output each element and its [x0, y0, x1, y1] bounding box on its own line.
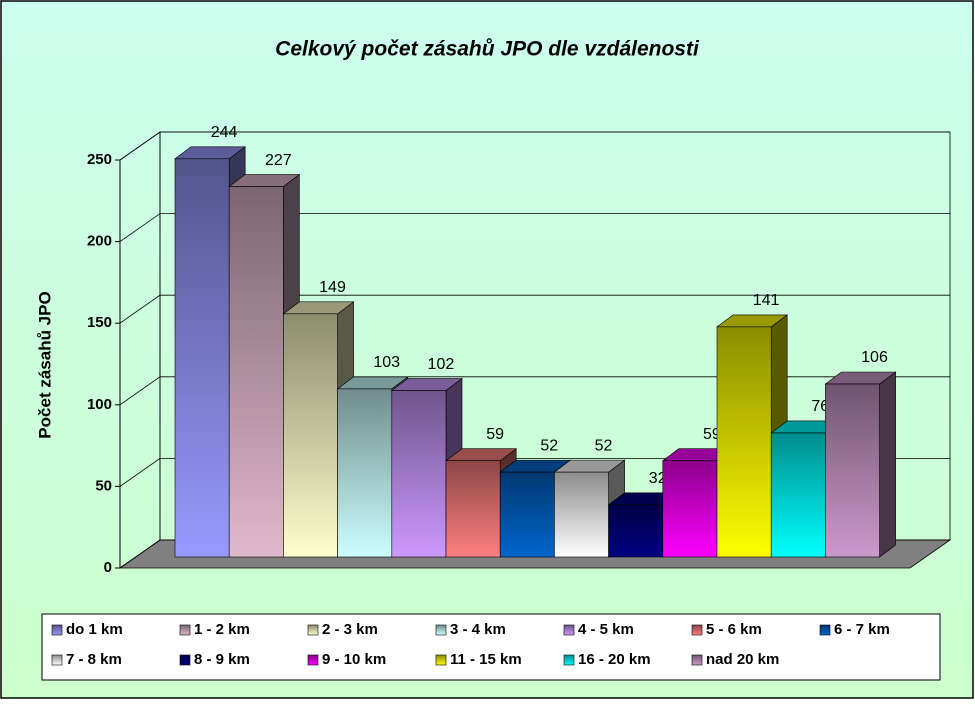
- y-axis-label: Počet zásahů JPO: [35, 291, 54, 438]
- data-label: 52: [540, 437, 558, 454]
- y-tick-label: 150: [87, 314, 112, 331]
- legend-label: 9 - 10 km: [322, 651, 386, 668]
- y-tick-label: 250: [87, 151, 112, 168]
- bar-front: [825, 383, 880, 558]
- legend-item: nad 20 km: [691, 651, 779, 668]
- data-label: 102: [428, 356, 455, 373]
- legend-label: 6 - 7 km: [834, 621, 890, 638]
- legend-item: 7 - 8 km: [51, 651, 122, 668]
- data-label: 244: [211, 124, 238, 141]
- legend-label: do 1 km: [66, 621, 123, 638]
- data-label: 149: [319, 279, 346, 296]
- data-label: 227: [265, 152, 292, 169]
- legend-swatch: [51, 624, 63, 636]
- data-label: 76: [811, 398, 829, 415]
- data-label: 106: [861, 349, 888, 366]
- bar-front: [770, 432, 826, 558]
- legend-label: 16 - 20 km: [578, 651, 651, 668]
- legend-label: 11 - 15 km: [450, 651, 522, 668]
- legend-swatch: [179, 624, 191, 636]
- legend-label: 1 - 2 km: [194, 621, 250, 638]
- data-label: 32: [649, 470, 667, 487]
- data-label: 52: [595, 437, 613, 454]
- grid-line: [119, 213, 950, 242]
- data-label: 59: [486, 426, 504, 443]
- legend-item: do 1 km: [51, 621, 123, 638]
- legend-swatch: [51, 654, 63, 666]
- legend-swatch: [563, 624, 575, 636]
- legend-label: 3 - 4 km: [450, 621, 506, 638]
- bar-front: [445, 460, 501, 558]
- data-label: 103: [373, 354, 400, 371]
- bar-front: [391, 390, 447, 558]
- legend-item: 1 - 2 km: [179, 621, 250, 638]
- bar-front: [554, 471, 609, 558]
- bar-front: [662, 460, 718, 558]
- bar-front: [499, 471, 555, 558]
- legend-swatch: [691, 654, 703, 666]
- legend-label: nad 20 km: [706, 651, 779, 668]
- chart-title: Celkový počet zásahů JPO dle vzdálenosti: [275, 38, 700, 61]
- legend-item: 6 - 7 km: [819, 621, 890, 638]
- legend-swatch: [307, 654, 319, 666]
- legend-item: 9 - 10 km: [307, 651, 386, 668]
- bar-side: [879, 371, 896, 558]
- legend-label: 4 - 5 km: [578, 621, 634, 638]
- bar: [824, 371, 897, 558]
- legend-label: 2 - 3 km: [322, 621, 378, 638]
- legend-item: 5 - 6 km: [691, 621, 762, 638]
- legend-item: 3 - 4 km: [435, 621, 506, 638]
- grid-line: [119, 131, 950, 161]
- legend-label: 8 - 9 km: [194, 651, 250, 668]
- legend-label: 5 - 6 km: [706, 621, 762, 638]
- data-label: 59: [703, 426, 721, 443]
- legend-swatch: [819, 624, 831, 636]
- bar-front: [283, 313, 338, 558]
- legend-swatch: [307, 624, 319, 636]
- legend-swatch: [563, 654, 575, 666]
- y-tick-label: 50: [95, 477, 112, 494]
- legend: [41, 613, 941, 681]
- data-label: 141: [753, 292, 780, 309]
- legend-item: 11 - 15 km: [435, 651, 522, 668]
- legend-item: 8 - 9 km: [179, 651, 250, 668]
- bar-front: [608, 504, 664, 558]
- bar-front: [174, 158, 230, 558]
- grid-line: [119, 294, 950, 324]
- bar: [228, 173, 301, 558]
- legend-swatch: [179, 654, 191, 666]
- legend-item: 4 - 5 km: [563, 621, 634, 638]
- y-tick-label: 100: [87, 396, 112, 413]
- bar-front: [228, 186, 284, 558]
- bar-front: [716, 326, 772, 558]
- y-tick-label: 0: [104, 559, 112, 576]
- y-tick-label: 200: [87, 233, 112, 250]
- legend-swatch: [435, 624, 447, 636]
- legend-label: 7 - 8 km: [66, 651, 122, 668]
- legend-item: 2 - 3 km: [307, 621, 378, 638]
- legend-swatch: [435, 654, 447, 666]
- bar-front: [337, 388, 393, 558]
- legend-swatch: [691, 624, 703, 636]
- grid-line: [119, 376, 950, 406]
- legend-item: 16 - 20 km: [563, 651, 651, 668]
